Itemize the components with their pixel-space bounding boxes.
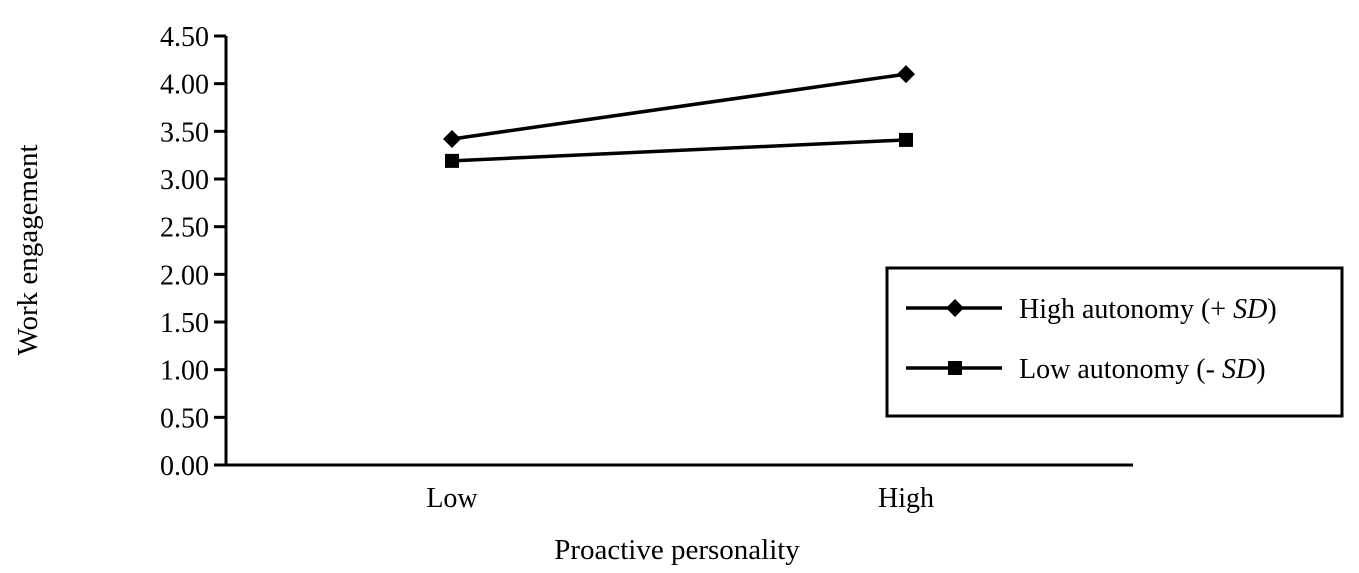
- x-tick-label: Low: [426, 483, 478, 514]
- y-tick-label: 1.00: [160, 356, 209, 387]
- data-point-square: [899, 132, 913, 147]
- series-line: [451, 72, 907, 141]
- series-1: [443, 65, 915, 148]
- y-tick-label: 2.00: [160, 260, 209, 291]
- y-ticks: 0.00 0.50 1.00 1.50 2.00 2.50 3.00 3.50 4.00 4.50: [160, 22, 226, 482]
- legend-items: High autonomy (+ SD) Low autonomy (- SD): [906, 294, 1277, 385]
- legend-entry: Low autonomy (- SD): [906, 354, 1266, 385]
- y-tick-label: 2.50: [160, 213, 209, 244]
- data-point-diamond: [897, 65, 915, 84]
- legend: High autonomy (+ SD) Low autonomy (- SD): [885, 266, 1344, 418]
- legend-box: [885, 266, 1344, 418]
- series-line: [451, 138, 907, 163]
- x-tick-label: High: [878, 483, 934, 514]
- y-tick-label: 3.00: [160, 165, 209, 196]
- legend-marker-square: [948, 361, 962, 375]
- x-ticks: Low High: [426, 483, 934, 514]
- y-tick-label: 0.50: [160, 403, 209, 434]
- x-axis-title: Proactive personality: [554, 534, 800, 566]
- y-tick-label: 3.50: [160, 117, 209, 148]
- y-axis-title: Work engagement: [12, 144, 44, 355]
- legend-marker-diamond: [946, 299, 964, 317]
- legend-entry: High autonomy (+ SD): [906, 294, 1277, 325]
- legend-label: High autonomy (+ SD): [1019, 294, 1277, 325]
- y-tick-label: 4.00: [160, 70, 209, 101]
- series-layer: [443, 65, 915, 168]
- legend-label: Low autonomy (- SD): [1019, 354, 1266, 385]
- y-tick-label: 0.00: [160, 451, 209, 482]
- y-tick-label: 1.50: [160, 308, 209, 339]
- series-2: [445, 132, 913, 168]
- y-tick-label: 4.50: [160, 22, 209, 53]
- data-point-square: [445, 153, 459, 168]
- data-point-diamond: [443, 129, 461, 148]
